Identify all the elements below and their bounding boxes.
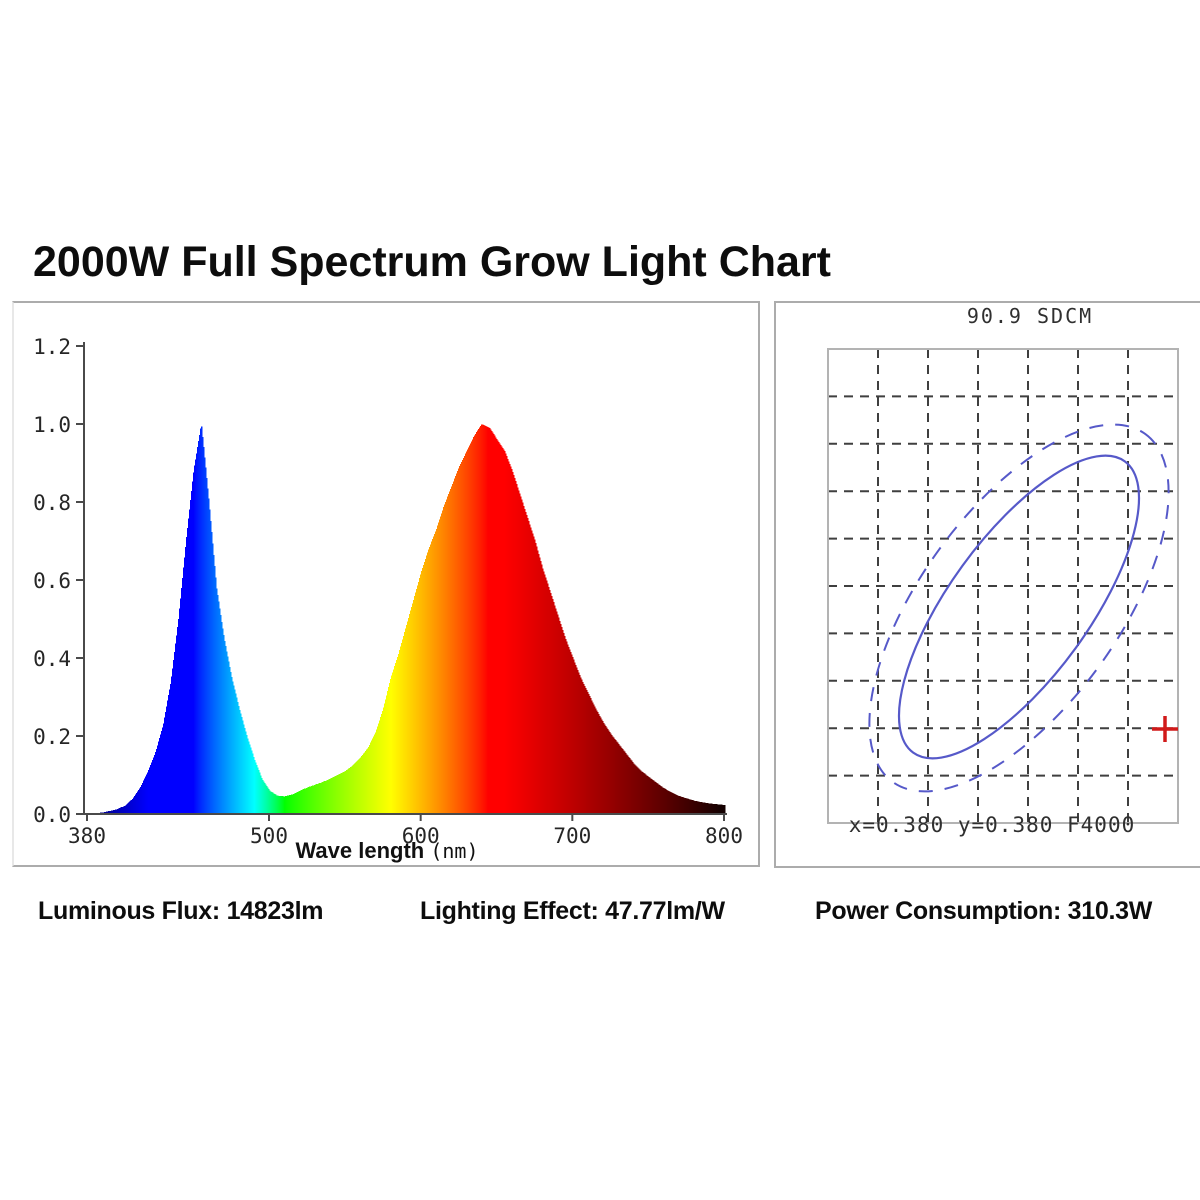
svg-text:500: 500 <box>250 824 288 848</box>
stat-luminous-flux-label: Luminous Flux: <box>38 897 220 925</box>
svg-text:1.2: 1.2 <box>33 335 71 359</box>
svg-text:0.6: 0.6 <box>33 569 71 593</box>
svg-text:1.0: 1.0 <box>33 413 71 437</box>
svg-text:0.8: 0.8 <box>33 491 71 515</box>
stat-power-consumption-label: Power Consumption: <box>815 897 1061 925</box>
stat-lighting-effect-label: Lighting Effect: <box>420 897 599 925</box>
svg-text:Wave length (nm): Wave length (nm) <box>295 838 478 863</box>
stat-lighting-effect: Lighting Effect: 47.77lm/W <box>420 897 725 926</box>
stat-luminous-flux: Luminous Flux: 14823lm <box>38 897 323 926</box>
stat-lighting-effect-value: 47.77lm/W <box>605 897 725 925</box>
spectrum-chart-panel: 1.2 1.0 0.8 0.6 0.4 0.2 0.0 380 500 600 700 800 Wave… <box>12 301 760 867</box>
page-title: 2000W Full Spectrum Grow Light Chart <box>33 238 831 286</box>
sdcm-ellipse-chart: 90.9 SDCM x=0.380 y=0.380 F4000 <box>827 304 1179 837</box>
svg-text:380: 380 <box>68 824 106 848</box>
stat-luminous-flux-value: 14823lm <box>226 897 324 925</box>
svg-text:0.2: 0.2 <box>33 725 71 749</box>
stat-power-consumption: Power Consumption: 310.3W <box>815 897 1152 926</box>
stat-power-consumption-value: 310.3W <box>1067 897 1153 925</box>
svg-text:x=0.380 y=0.380 F4000: x=0.380 y=0.380 F4000 <box>849 813 1136 837</box>
svg-text:600: 600 <box>402 824 440 848</box>
svg-text:0.0: 0.0 <box>33 803 71 827</box>
svg-text:800: 800 <box>705 824 743 848</box>
sdcm-chart-panel: 90.9 SDCM x=0.380 y=0.380 F4000 <box>774 301 1200 868</box>
svg-text:0.4: 0.4 <box>33 647 71 671</box>
svg-text:90.9 SDCM: 90.9 SDCM <box>967 304 1093 328</box>
svg-text:700: 700 <box>553 824 591 848</box>
